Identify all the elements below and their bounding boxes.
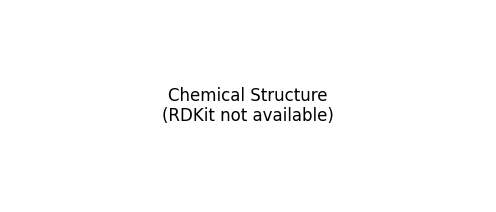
Text: Chemical Structure
(RDKit not available): Chemical Structure (RDKit not available) <box>162 86 334 126</box>
